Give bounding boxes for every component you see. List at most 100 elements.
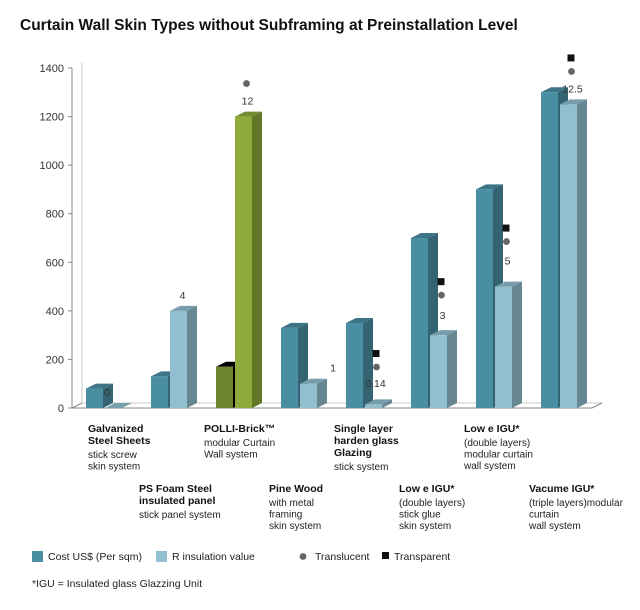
r-value-data-label: 12.5 [562, 83, 583, 95]
r-value-bar-top [105, 403, 132, 408]
r-value-bar [300, 378, 327, 408]
r-value-bar-top [300, 378, 327, 384]
category-description: (double layers) [464, 438, 530, 449]
transparent-marker [502, 224, 510, 232]
r-value-bar [560, 99, 587, 408]
r-value-bar-top [560, 99, 587, 105]
r-value-bar-top [170, 305, 197, 311]
y-tick-label: 0 [58, 403, 64, 415]
category-name: Glazing [334, 447, 372, 459]
cost-bar-side [103, 383, 113, 408]
r-value-bar-side [252, 111, 262, 409]
cost-bar [346, 318, 373, 408]
r-value-data-label: 4 [180, 290, 186, 302]
category-description: wall system [463, 461, 516, 472]
category-description: with metal [268, 498, 314, 509]
y-tick-label: 1400 [40, 63, 64, 75]
r-value-bar-front [300, 383, 317, 408]
cost-bar-top [541, 87, 568, 93]
category-description: Wall system [204, 450, 258, 461]
y-tick-label: 1200 [40, 112, 64, 124]
r-value-data-label: 3 [440, 310, 446, 322]
cost-bar-front [541, 92, 558, 409]
y-tick-label: 400 [46, 306, 64, 318]
category-name: insulated panel [139, 495, 216, 507]
cost-bar-front [86, 388, 103, 408]
bars: 0 4 12 1 0.14 3 5 12.5 [86, 54, 587, 409]
r-value-bar-side [317, 378, 327, 408]
r-value-bar [430, 330, 457, 408]
legend-label-cost: Cost US$ (Per sqm) [48, 551, 142, 563]
cost-bar-front [346, 323, 363, 408]
category-description: wall system [528, 521, 581, 532]
r-value-bar [365, 399, 392, 408]
cost-bar-side [363, 318, 373, 408]
category-description: skin system [88, 462, 140, 473]
cost-bar-front [151, 376, 168, 408]
category-description: framing [269, 510, 302, 521]
r-value-data-label: 5 [505, 256, 511, 268]
category-name: Steel Sheets [88, 435, 151, 447]
y-tick-label: 800 [46, 209, 64, 221]
legend-swatch-cost [32, 551, 43, 562]
translucent-marker [568, 68, 575, 75]
category-name: Single layer [334, 423, 393, 435]
r-value-bar-top [365, 399, 392, 405]
r-value-bar-top [235, 111, 262, 117]
r-value-data-label: 0.14 [365, 378, 386, 390]
chart-title: Curtain Wall Skin Types without Subframi… [20, 17, 518, 34]
r-value-bar-top [495, 281, 522, 287]
legend-label-r-value: R insulation value [172, 551, 255, 563]
y-tick-label: 600 [46, 257, 64, 269]
category-name: PS Foam Steel [139, 483, 212, 495]
cost-bar-front [411, 238, 428, 408]
category-name: Low e IGU* [464, 423, 520, 435]
category-description: skin system [399, 521, 451, 532]
r-value-bar-side [447, 330, 457, 408]
cost-bar-front [476, 189, 493, 408]
category-name: harden glass [334, 435, 399, 447]
category-description: modular curtain [464, 450, 533, 461]
r-value-bar-side [382, 399, 392, 408]
category-description: (double layers) [399, 498, 465, 509]
floor-edge [591, 402, 603, 409]
cost-bar-front [216, 366, 233, 408]
cost-bar-top [411, 233, 438, 238]
cost-bar-top [346, 318, 373, 323]
cost-bar-top [476, 184, 503, 190]
back-wall-edge [81, 63, 602, 404]
category-description: modular Curtain [204, 438, 275, 449]
r-value-data-label: 0 [104, 387, 110, 399]
floor-edge [71, 402, 83, 409]
category-description: skin system [269, 521, 321, 532]
translucent-marker [243, 80, 250, 87]
r-value-bar [105, 403, 132, 408]
cost-bar-top [281, 322, 308, 328]
r-value-bar-front [560, 104, 577, 408]
legend: Cost US$ (Per sqm) R insulation value Tran… [32, 551, 450, 563]
category-description: stick panel system [139, 510, 221, 521]
category-name: POLLI-Brick™ [204, 423, 275, 435]
y-tick-label: 200 [46, 354, 64, 366]
cost-bar-top [86, 383, 113, 389]
transparent-marker [372, 350, 380, 357]
legend-marker-translucent [299, 553, 307, 560]
legend-label-translucent: Translucent [315, 551, 370, 563]
category-description: (triple layers)modular [529, 498, 624, 509]
r-value-bar-front [235, 116, 252, 409]
footnote: *IGU = Insulated glass Glazzing Unit [32, 578, 202, 590]
category-description: stick system [334, 462, 388, 473]
r-value-bar-front [430, 335, 447, 408]
translucent-marker [503, 238, 510, 245]
transparent-marker [567, 54, 575, 62]
r-value-bar-side [512, 281, 522, 408]
r-value-bar [495, 281, 522, 408]
category-description: stick screw [88, 450, 138, 461]
r-value-bar-front [495, 286, 512, 408]
category-description: stick glue [399, 510, 441, 521]
category-name: Galvanized [88, 423, 143, 435]
category-name: Low e IGU* [399, 483, 455, 495]
category-description: curtain [529, 510, 559, 521]
